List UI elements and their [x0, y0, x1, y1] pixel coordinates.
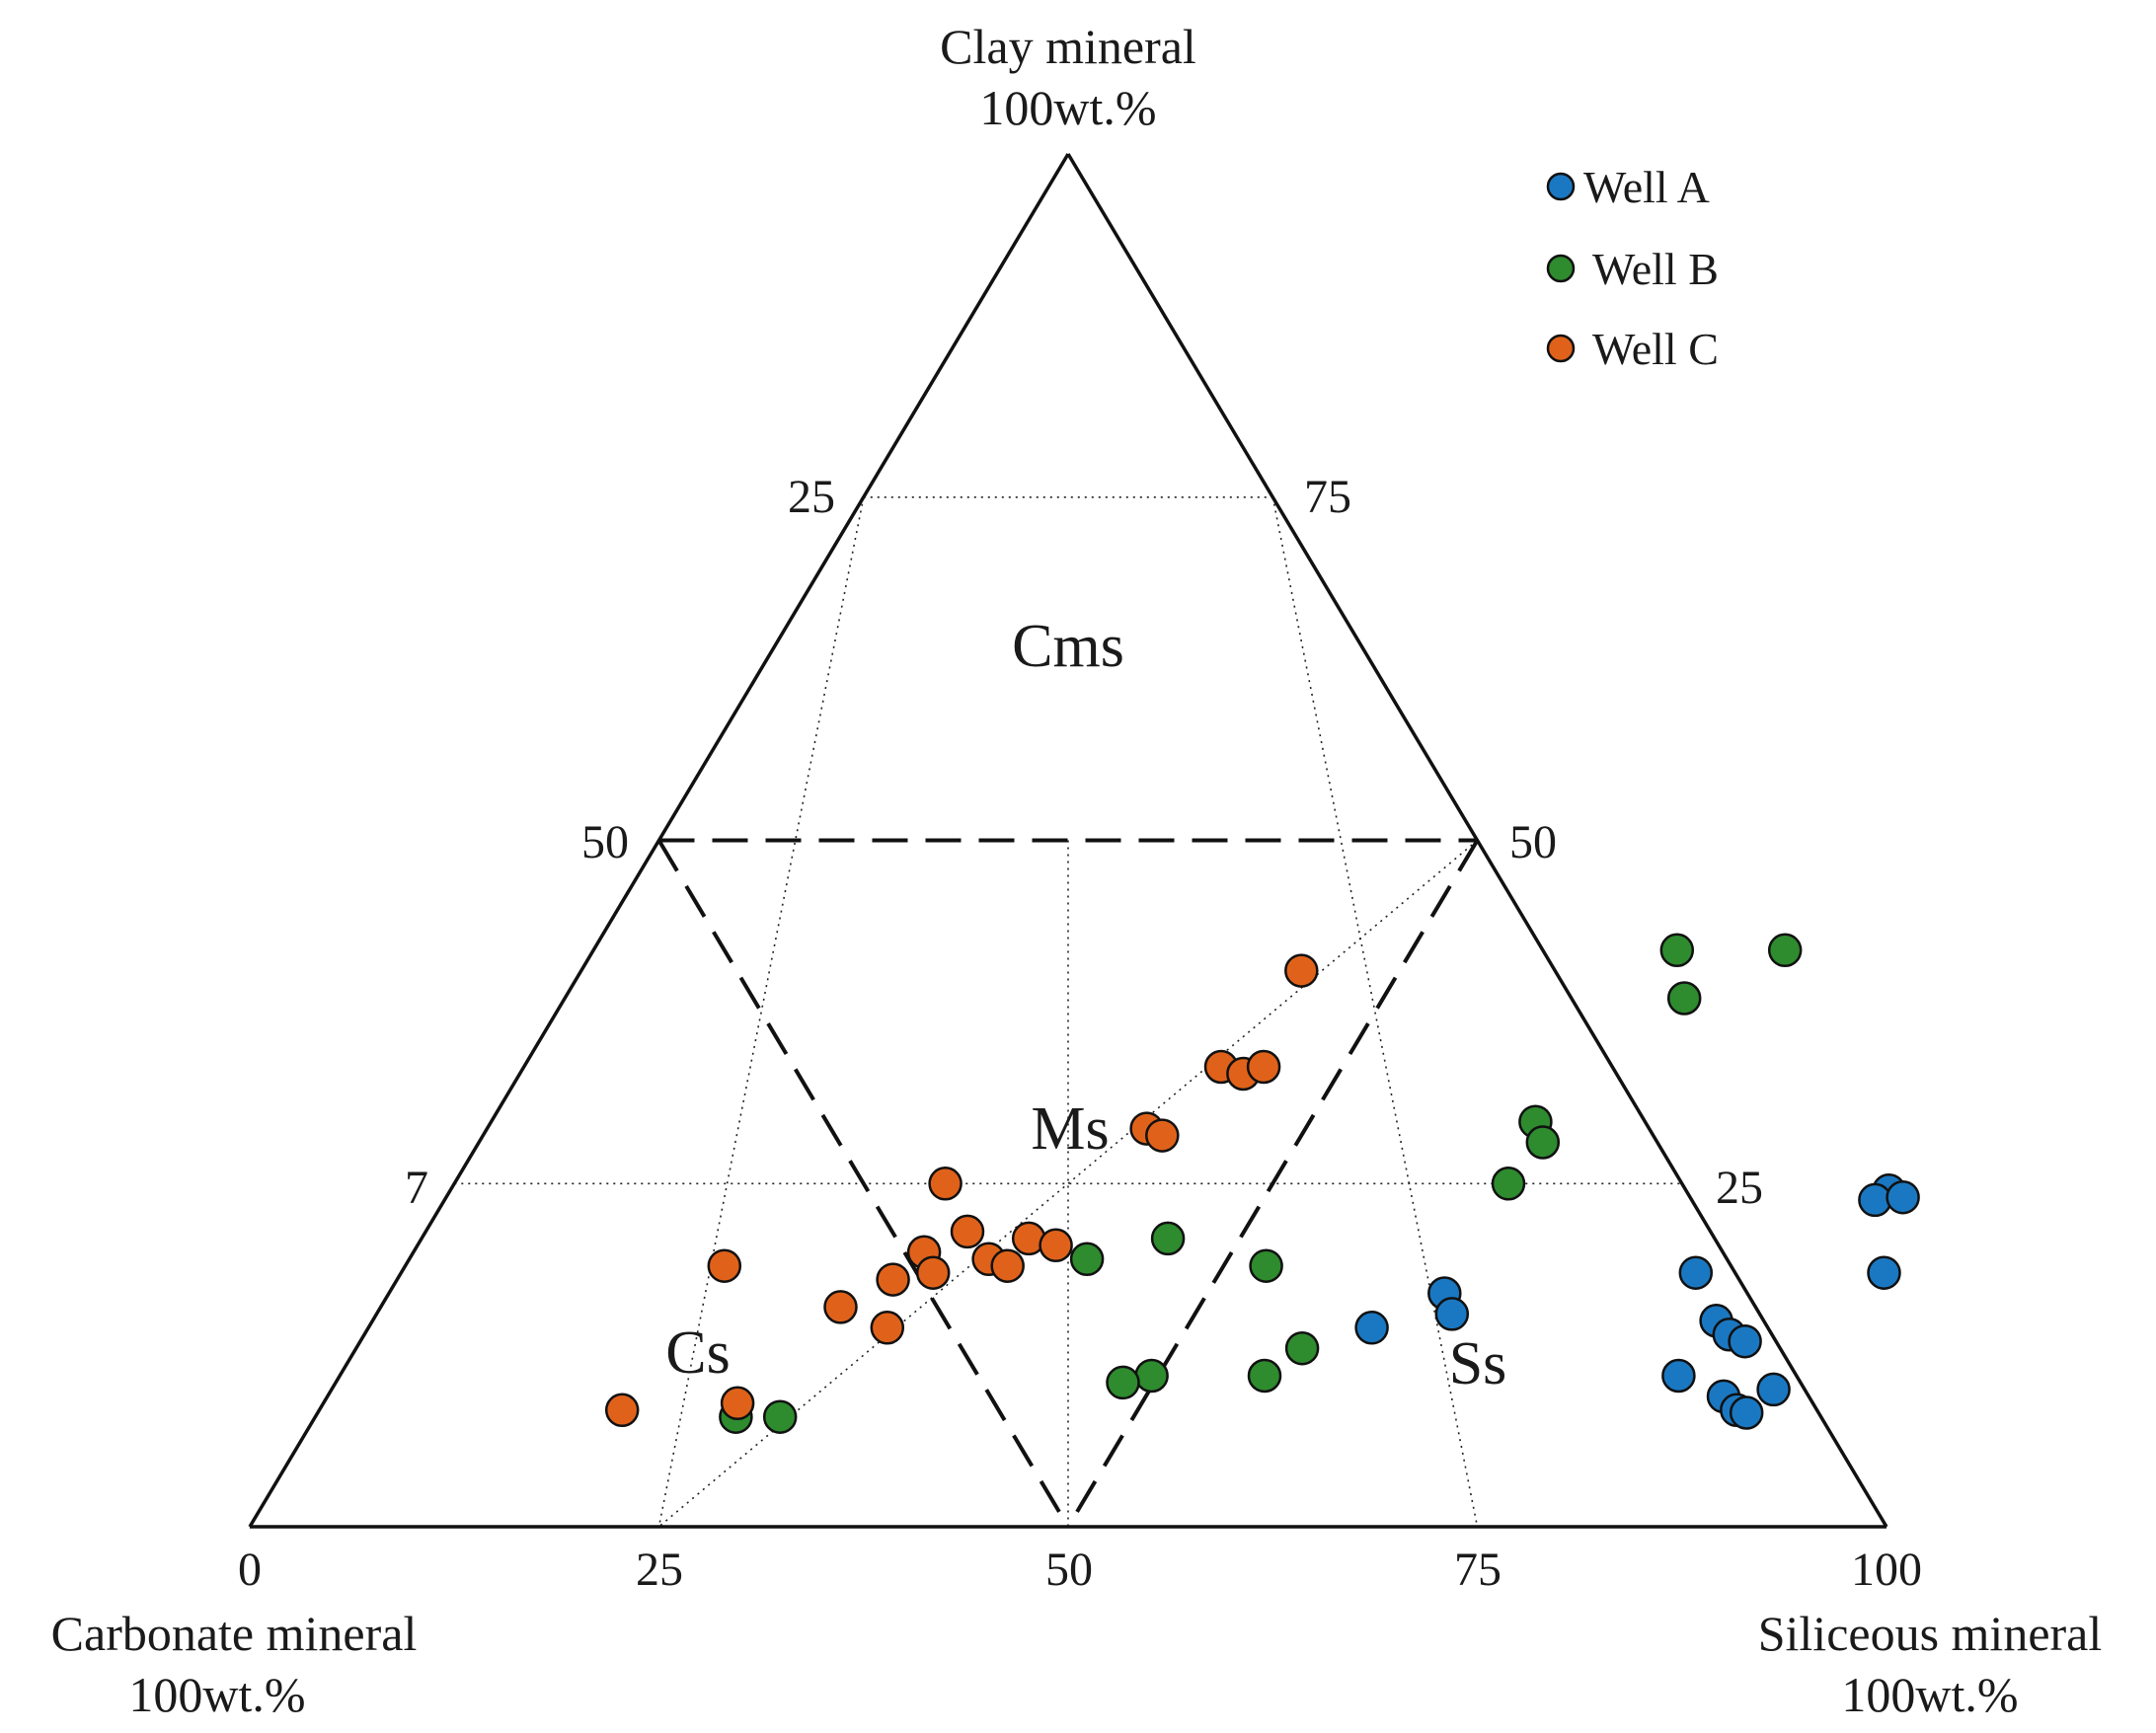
point-well-a-7: [1661, 1358, 1696, 1394]
point-well-a-10: [1729, 1395, 1764, 1430]
triangle-frame: [248, 153, 1888, 1529]
legend: Well A Well B Well C: [1546, 162, 1719, 374]
point-well-c-12: [915, 1255, 951, 1290]
point-well-b-12: [1106, 1365, 1140, 1400]
point-well-c-0: [1284, 953, 1319, 988]
vertex-right-sublabel: 100wt.%: [1841, 1667, 2018, 1722]
tick-bottom-0: 0: [238, 1544, 262, 1596]
frame-right-edge: [1066, 153, 1888, 1528]
series-well-a: [1354, 1172, 1920, 1430]
region-boundaries: [656, 838, 1480, 1529]
tick-bottom-75: 75: [1454, 1544, 1502, 1596]
vertex-left-label: Carbonate mineral: [51, 1606, 418, 1661]
tick-left-25: 25: [788, 471, 835, 523]
region-label-cs: Cs: [665, 1319, 730, 1387]
tick-left-50: 50: [581, 816, 629, 868]
frame-left-edge: [248, 153, 1070, 1528]
point-well-a-11: [1756, 1372, 1791, 1407]
point-well-c-3: [1246, 1049, 1281, 1085]
point-well-b-0: [1659, 933, 1695, 968]
point-well-c-5: [1145, 1118, 1180, 1153]
grid-lines: [454, 495, 1682, 1528]
point-well-b-2: [1666, 981, 1702, 1016]
point-well-c-19: [720, 1386, 755, 1421]
tick-bottom-50: 50: [1045, 1544, 1093, 1596]
point-well-a-14: [1886, 1179, 1920, 1215]
legend-swatch-well-c: [1546, 334, 1576, 363]
tick-right-50: 50: [1509, 816, 1557, 868]
point-well-b-6: [1249, 1248, 1283, 1283]
point-well-a-6: [1728, 1323, 1762, 1359]
legend-swatch-well-b: [1546, 254, 1576, 283]
point-well-b-7: [1150, 1221, 1186, 1256]
boundary-left-diagonal: [656, 839, 1070, 1529]
tick-bottom-25: 25: [636, 1544, 683, 1596]
point-well-b-14: [762, 1399, 798, 1434]
region-label-ss: Ss: [1449, 1330, 1507, 1397]
data-points: [604, 933, 1920, 1434]
legend-swatch-well-a: [1546, 172, 1576, 201]
point-well-c-15: [870, 1311, 905, 1345]
tick-right-75: 75: [1304, 471, 1351, 523]
region-label-ms: Ms: [1031, 1095, 1109, 1163]
tick-right-25: 25: [1716, 1162, 1763, 1214]
point-well-a-1: [1434, 1297, 1470, 1331]
vertex-top-sublabel: 100wt.%: [979, 80, 1156, 135]
point-well-b-9: [1284, 1330, 1320, 1366]
point-well-a-2: [1354, 1311, 1389, 1345]
point-well-b-4: [1525, 1125, 1561, 1160]
tick-bottom-100: 100: [1851, 1544, 1922, 1596]
boundary-right-diagonal: [1066, 839, 1480, 1529]
point-well-b-10: [1247, 1358, 1282, 1394]
point-well-a-3: [1678, 1255, 1714, 1290]
region-label-cms: Cms: [1012, 613, 1124, 680]
point-well-b-8: [1069, 1242, 1105, 1277]
legend-label-well-b: Well B: [1592, 244, 1719, 294]
point-well-a-15: [1867, 1255, 1901, 1290]
series-well-b: [719, 933, 1803, 1434]
point-well-c-7: [950, 1214, 985, 1249]
point-well-c-11: [876, 1262, 910, 1297]
vertex-top-label: Clay mineral: [940, 19, 1196, 74]
vertex-right-label: Siliceous mineral: [1758, 1606, 2103, 1661]
tick-left-7: 7: [405, 1162, 428, 1214]
legend-label-well-c: Well C: [1592, 324, 1719, 374]
point-well-b-1: [1767, 933, 1803, 968]
vertex-left-sublabel: 100wt.%: [128, 1667, 305, 1722]
point-well-c-17: [990, 1248, 1025, 1283]
grid-line-carbonate-25: [1271, 496, 1479, 1528]
point-well-c-13: [707, 1248, 742, 1283]
point-well-c-16: [1039, 1228, 1073, 1263]
point-well-b-11: [1134, 1358, 1169, 1394]
point-well-b-5: [1491, 1167, 1526, 1201]
legend-label-well-a: Well A: [1583, 162, 1710, 212]
series-well-c: [604, 953, 1319, 1428]
point-well-c-18: [604, 1393, 640, 1428]
point-well-c-6: [928, 1167, 962, 1201]
point-well-c-14: [823, 1290, 858, 1324]
